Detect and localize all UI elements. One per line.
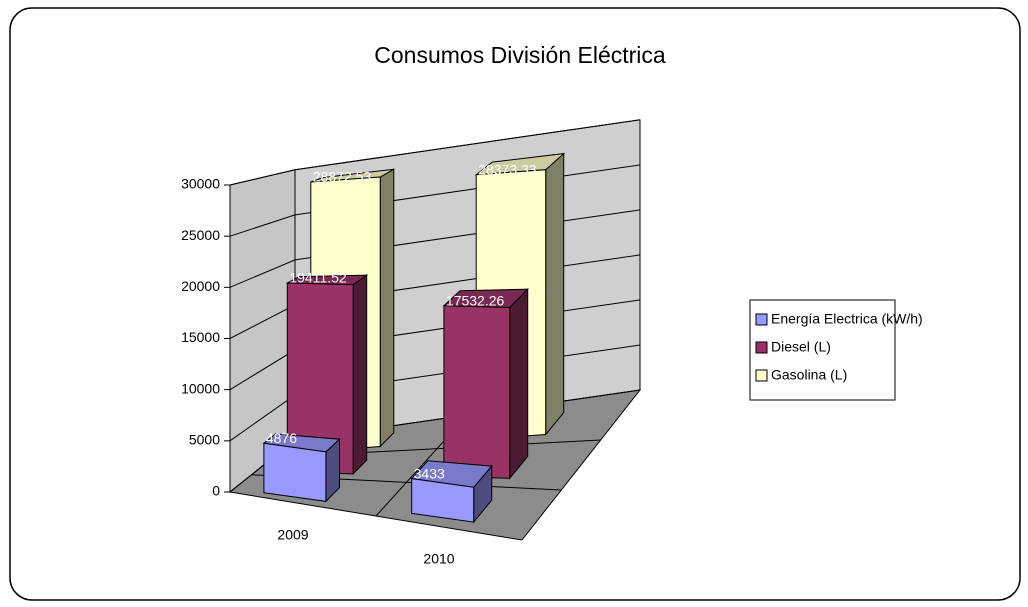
legend-label: Gasolina (L) xyxy=(771,367,847,383)
x-tick-label: 2010 xyxy=(423,551,454,567)
legend-label: Diesel (L) xyxy=(771,339,831,355)
y-tick-label: 20000 xyxy=(181,278,220,294)
bar-side xyxy=(352,274,368,476)
bar: 3433 xyxy=(410,460,493,524)
value-label: 28872.53 xyxy=(313,169,372,185)
value-label: 19411.52 xyxy=(289,270,347,286)
y-tick-label: 30000 xyxy=(181,176,220,192)
legend-label: Energía Electrica (kW/h) xyxy=(771,311,923,327)
y-tick-label: 10000 xyxy=(181,380,220,396)
value-label: 4876 xyxy=(266,430,297,446)
legend-swatch xyxy=(755,313,768,326)
y-tick-label: 0 xyxy=(212,483,220,499)
legend-swatch xyxy=(755,369,768,382)
bar: 19411.52 xyxy=(285,270,369,476)
bar-front xyxy=(443,305,511,479)
grid-line xyxy=(229,119,641,186)
legend-swatch xyxy=(755,341,768,354)
y-tick-label: 15000 xyxy=(181,329,220,345)
legend xyxy=(749,299,896,401)
y-tick-label: 5000 xyxy=(189,432,220,448)
bar: 17532.26 xyxy=(442,287,529,480)
value-label: 17532.26 xyxy=(446,292,505,308)
value-label: 28373.33 xyxy=(478,161,537,177)
bar: 4876 xyxy=(262,430,341,503)
value-label: 3433 xyxy=(414,465,445,481)
bar-side xyxy=(379,168,395,448)
y-tick-label: 25000 xyxy=(181,227,220,243)
bar-front xyxy=(411,478,475,523)
bar-side xyxy=(545,152,565,436)
bar-front xyxy=(263,442,327,502)
x-tick-label: 2009 xyxy=(277,527,308,543)
chart-title: Consumos División Eléctrica xyxy=(374,42,666,68)
bar-side xyxy=(509,287,529,480)
